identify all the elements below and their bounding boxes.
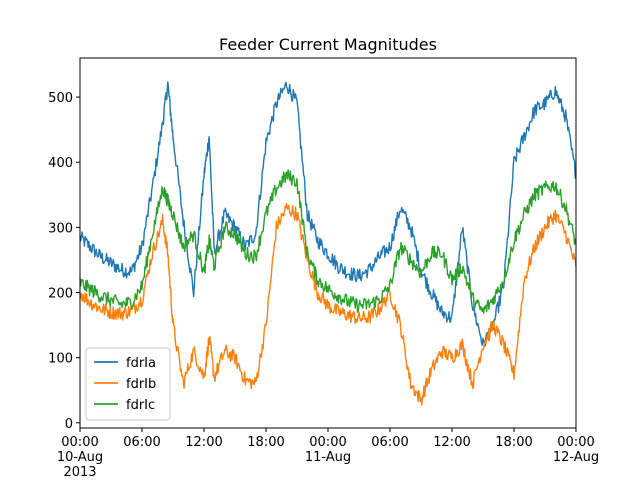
x-tick-label: 2013 (63, 465, 96, 480)
x-tick-label: 00:00 (61, 435, 98, 450)
x-tick-label: 11-Aug (305, 450, 351, 465)
x-tick-label: 12:00 (185, 435, 222, 450)
x-tick-label: 18:00 (495, 435, 532, 450)
x-tick-label: 12:00 (433, 435, 470, 450)
series-line-fdric (79, 169, 577, 314)
legend-label-fdrib: fdrIb (126, 377, 156, 392)
x-tick-label: 00:00 (557, 435, 594, 450)
y-tick-label: 100 (48, 352, 73, 367)
legend-box (85, 347, 171, 421)
x-tick-label: 10-Aug (57, 450, 103, 465)
x-tick-label: 06:00 (123, 435, 160, 450)
x-tick-label: 00:00 (309, 435, 346, 450)
series-layer (79, 81, 577, 406)
x-tick-label: 12-Aug (553, 450, 599, 465)
y-tick-label: 400 (48, 156, 73, 171)
legend: fdrIa fdrIb fdrIc (85, 347, 171, 421)
y-tick-label: 200 (48, 287, 73, 302)
legend-label-fdric: fdrIc (126, 398, 155, 413)
y-axis: 0 100 200 300 400 500 (48, 91, 80, 432)
x-tick-label: 06:00 (371, 435, 408, 450)
y-tick-label: 300 (48, 221, 73, 236)
y-tick-label: 500 (48, 91, 73, 106)
series-line-fdrib (79, 203, 577, 406)
x-tick-label: 18:00 (247, 435, 284, 450)
legend-label-fdria: fdrIa (126, 356, 156, 371)
y-tick-label: 0 (65, 417, 73, 432)
chart-title: Feeder Current Magnitudes (219, 35, 437, 54)
